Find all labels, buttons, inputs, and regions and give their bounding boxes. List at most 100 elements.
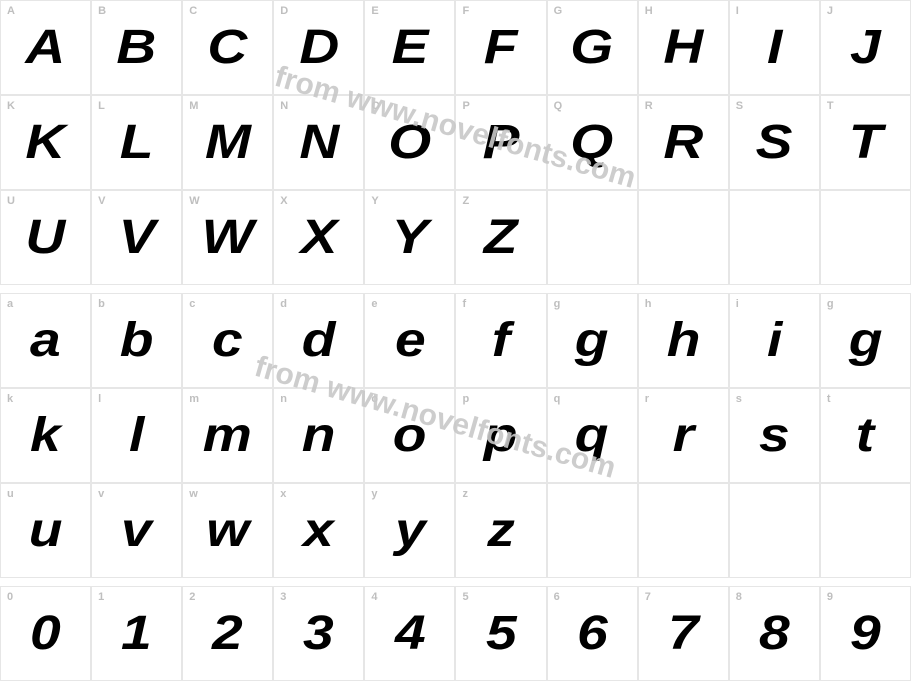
cell-label: H <box>645 5 653 17</box>
glyph-cell <box>729 190 820 285</box>
glyph: q <box>575 412 609 460</box>
glyph-cell <box>820 483 911 578</box>
glyph-cell: NN <box>273 95 364 190</box>
cell-label: o <box>371 393 378 405</box>
cell-label: D <box>280 5 288 17</box>
glyph: K <box>26 119 66 167</box>
glyph: 6 <box>577 610 608 658</box>
glyph-cell: bb <box>91 293 182 388</box>
cell-label: d <box>280 298 287 310</box>
glyph-cell: kk <box>0 388 91 483</box>
glyph-cell: dd <box>273 293 364 388</box>
glyph-cell: LL <box>91 95 182 190</box>
cell-label: K <box>7 100 15 112</box>
glyph: 9 <box>850 610 881 658</box>
glyph: n <box>302 412 336 460</box>
glyph-cell: vv <box>91 483 182 578</box>
glyph: c <box>212 317 243 365</box>
glyph: E <box>392 24 429 72</box>
cell-label: S <box>736 100 743 112</box>
glyph: W <box>202 214 254 262</box>
glyph-cell: gg <box>820 293 911 388</box>
cell-label: u <box>7 488 14 500</box>
glyph-cell: gg <box>547 293 638 388</box>
cell-label: c <box>189 298 195 310</box>
glyph-cell: ww <box>182 483 273 578</box>
glyph-cell: PP <box>455 95 546 190</box>
glyph-cell: pp <box>455 388 546 483</box>
glyph-cell: 11 <box>91 586 182 681</box>
glyph: f <box>492 317 510 365</box>
cell-label: 4 <box>371 591 377 603</box>
cell-label: y <box>371 488 377 500</box>
cell-label: m <box>189 393 199 405</box>
cell-label: 8 <box>736 591 742 603</box>
cell-label: i <box>736 298 739 310</box>
glyph: g <box>849 317 883 365</box>
glyph: R <box>663 119 703 167</box>
glyph: 0 <box>30 610 61 658</box>
glyph-cell: hh <box>638 293 729 388</box>
glyph-cell: yy <box>364 483 455 578</box>
glyph-cell: II <box>729 0 820 95</box>
cell-label: 1 <box>98 591 104 603</box>
glyph-cell: tt <box>820 388 911 483</box>
cell-label: t <box>827 393 831 405</box>
glyph-cell: zz <box>455 483 546 578</box>
glyph-cell: KK <box>0 95 91 190</box>
glyph: u <box>29 507 63 555</box>
glyph: V <box>118 214 155 262</box>
cell-label: T <box>827 100 834 112</box>
glyph-cell: MM <box>182 95 273 190</box>
glyph: x <box>303 507 334 555</box>
glyph-cell: 22 <box>182 586 273 681</box>
glyph: 3 <box>303 610 334 658</box>
cell-label: G <box>554 5 563 17</box>
glyph: h <box>666 317 700 365</box>
cell-label: I <box>736 5 739 17</box>
glyph: a <box>30 317 61 365</box>
glyph: w <box>206 507 249 555</box>
glyph-cell: 33 <box>273 586 364 681</box>
glyph: S <box>756 119 793 167</box>
glyph-cell: 44 <box>364 586 455 681</box>
glyph-row: uuvvwwxxyyzz <box>0 483 911 578</box>
glyph: Z <box>484 214 518 262</box>
glyph: 2 <box>212 610 243 658</box>
cell-label: p <box>462 393 469 405</box>
cell-label: f <box>462 298 466 310</box>
glyph-cell: FF <box>455 0 546 95</box>
glyph-cell: rr <box>638 388 729 483</box>
glyph-cell: AA <box>0 0 91 95</box>
row-spacer <box>0 578 911 586</box>
glyph: B <box>117 24 157 72</box>
glyph-row: kkllmmnnooppqqrrsstt <box>0 388 911 483</box>
glyph: I <box>767 24 782 72</box>
glyph: M <box>205 119 251 167</box>
glyph: y <box>395 507 426 555</box>
cell-label: x <box>280 488 286 500</box>
cell-label: 2 <box>189 591 195 603</box>
glyph: X <box>300 214 337 262</box>
cell-label: W <box>189 195 199 207</box>
cell-label: 7 <box>645 591 651 603</box>
glyph-cell: ii <box>729 293 820 388</box>
cell-label: 0 <box>7 591 13 603</box>
cell-label: Q <box>554 100 563 112</box>
glyph: t <box>856 412 874 460</box>
glyph-cell: mm <box>182 388 273 483</box>
glyph: b <box>120 317 154 365</box>
glyph-cell: 55 <box>455 586 546 681</box>
cell-label: V <box>98 195 105 207</box>
glyph-cell: YY <box>364 190 455 285</box>
cell-label: Z <box>462 195 469 207</box>
glyph-cell: QQ <box>547 95 638 190</box>
glyph: e <box>395 317 426 365</box>
glyph-cell: 00 <box>0 586 91 681</box>
glyph: 4 <box>395 610 426 658</box>
glyph: Q <box>571 119 614 167</box>
cell-label: b <box>98 298 105 310</box>
cell-label: w <box>189 488 198 500</box>
cell-label: E <box>371 5 378 17</box>
glyph-cell: cc <box>182 293 273 388</box>
